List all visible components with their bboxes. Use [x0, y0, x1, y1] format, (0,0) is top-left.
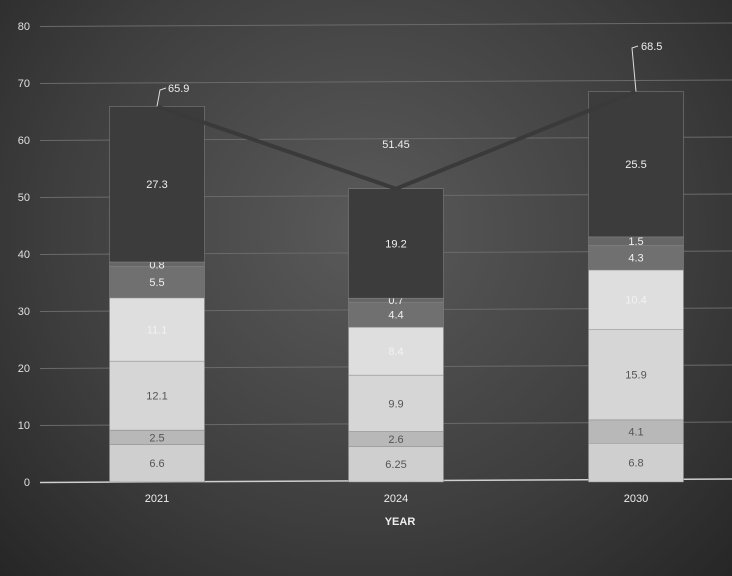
y-tick-label: 80 — [18, 21, 30, 33]
bar-segment — [109, 297, 205, 362]
bar-segment — [588, 328, 684, 421]
bar-segment — [348, 188, 444, 299]
data-label: 2.6 — [388, 434, 403, 446]
total-label: 68.5 — [641, 41, 662, 53]
x-tick-label: 2021 — [145, 493, 169, 505]
data-label: 10.4 — [625, 295, 646, 307]
data-label: 4.4 — [388, 310, 403, 322]
bar-segment — [109, 444, 205, 483]
data-label: 6.6 — [149, 458, 164, 470]
bar-segment — [588, 245, 684, 271]
bar-segment — [588, 91, 684, 238]
bar-segment — [588, 442, 684, 483]
bar-segment — [348, 301, 444, 328]
data-label: 15.9 — [625, 370, 646, 382]
data-label: 27.3 — [146, 179, 167, 191]
total-label: 51.45 — [382, 139, 410, 151]
data-label: 11.1 — [147, 325, 168, 337]
data-label: 4.1 — [628, 427, 643, 439]
gridline — [39, 22, 732, 27]
leader-line — [631, 45, 639, 92]
y-tick-label: 20 — [18, 363, 30, 375]
data-label: 9.9 — [388, 398, 403, 410]
data-label: 25.5 — [625, 159, 646, 171]
y-tick-label: 30 — [18, 306, 30, 318]
y-tick-label: 70 — [18, 78, 30, 90]
bar-segment — [109, 360, 205, 431]
data-label: 6.8 — [628, 458, 643, 470]
data-label: 6.25 — [385, 459, 406, 471]
total-label: 65.9 — [168, 83, 189, 95]
data-label: 1.5 — [628, 236, 643, 248]
y-tick-label: 60 — [18, 135, 30, 147]
totals-line — [156, 89, 637, 191]
y-tick-label: 50 — [18, 192, 30, 204]
x-axis-title: YEAR — [385, 516, 416, 528]
bar-segment — [109, 106, 205, 263]
bar-segment — [348, 374, 444, 432]
y-tick-label: 10 — [18, 420, 30, 432]
data-label: 2.5 — [149, 432, 164, 444]
bar-segment — [109, 266, 205, 299]
leader-line — [156, 87, 167, 107]
y-tick-label: 40 — [18, 249, 30, 261]
x-tick-label: 2030 — [624, 493, 648, 505]
data-label: 0.8 — [149, 259, 164, 271]
data-label: 4.3 — [628, 253, 643, 265]
y-tick-label: 0 — [24, 477, 30, 489]
data-label: 8.4 — [388, 346, 403, 358]
data-label: 12.1 — [146, 391, 167, 403]
bar-segment — [588, 269, 684, 330]
data-label: 19.2 — [385, 238, 406, 250]
x-tick-label: 2024 — [384, 493, 408, 505]
data-label: 5.5 — [149, 277, 164, 289]
gridline — [39, 79, 732, 84]
